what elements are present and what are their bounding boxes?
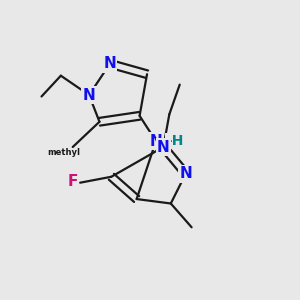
Text: F: F — [68, 174, 78, 189]
Text: N: N — [83, 88, 95, 103]
Text: N: N — [103, 56, 116, 71]
Text: N: N — [157, 140, 170, 154]
Text: -H: -H — [167, 134, 184, 148]
Text: methyl: methyl — [47, 148, 80, 158]
Text: N: N — [150, 134, 162, 148]
Text: N: N — [179, 166, 192, 181]
